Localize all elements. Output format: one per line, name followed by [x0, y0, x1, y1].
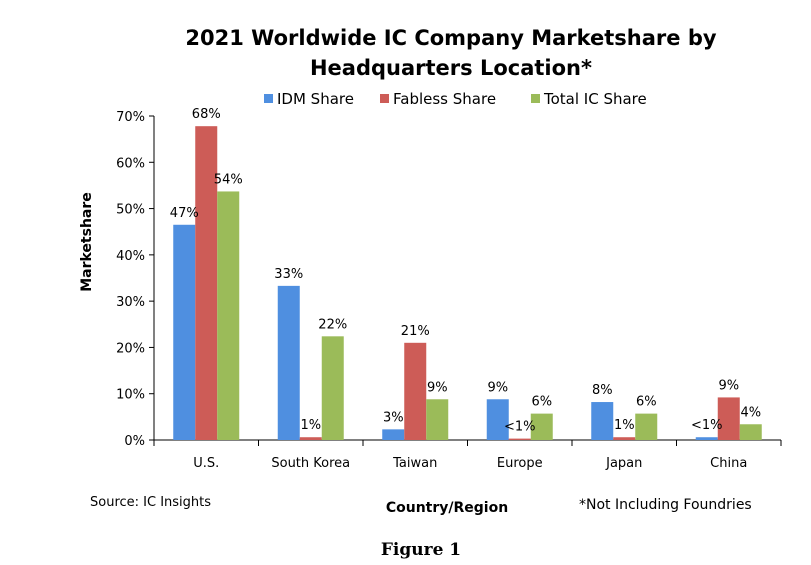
x-tick-label: U.S. — [193, 456, 219, 471]
x-tick-label: Taiwan — [392, 456, 437, 471]
y-axis: 0% 10% 20% 30% 40% 50% 60% 70% — [116, 110, 155, 449]
bar-fabless-share-south-korea — [299, 437, 322, 440]
x-tick-label: Europe — [497, 456, 543, 471]
footnote: *Not Including Foundries — [579, 497, 752, 513]
data-label: <1% — [691, 418, 723, 433]
data-label: 33% — [274, 267, 303, 282]
bar-total-ic-share-china — [739, 424, 762, 440]
legend-label: Total IC Share — [543, 90, 647, 108]
bar-total-ic-share-japan — [635, 413, 658, 440]
data-label: 22% — [318, 317, 347, 332]
legend-label: Fabless Share — [393, 90, 496, 108]
bars — [173, 126, 762, 440]
bar-idm-share-china — [695, 437, 718, 440]
legend: IDM Share Fabless Share Total IC Share — [264, 90, 647, 108]
bar-total-ic-share-south-korea — [321, 336, 344, 440]
data-label: 47% — [170, 206, 199, 221]
bar-idm-share-u-s- — [173, 224, 196, 440]
data-label: <1% — [504, 420, 536, 435]
chart-title-line-1: 2021 Worldwide IC Company Marketshare by — [185, 26, 716, 50]
data-label: 21% — [401, 324, 430, 339]
x-axis: U.S. South Korea Taiwan Europe Japan China — [153, 439, 782, 471]
data-label: 1% — [300, 418, 321, 433]
x-axis-title: Country/Region — [386, 500, 508, 516]
data-label: 1% — [614, 418, 635, 433]
y-tick-label: 70% — [116, 110, 145, 125]
legend-swatch — [531, 94, 540, 103]
figure-caption: Figure 1 — [381, 540, 461, 560]
data-label: 9% — [427, 380, 448, 395]
legend-swatch — [264, 94, 273, 103]
legend-swatch — [380, 94, 389, 103]
chart-title-line-2: Headquarters Location* — [310, 56, 592, 80]
data-label: 68% — [192, 107, 221, 122]
data-label: 3% — [383, 410, 404, 425]
y-tick-label: 60% — [116, 156, 145, 171]
y-tick-label: 40% — [116, 249, 145, 264]
bar-idm-share-europe — [486, 399, 509, 440]
bar-fabless-share-taiwan — [404, 342, 427, 440]
y-tick-label: 10% — [116, 388, 145, 403]
y-tick-label: 20% — [116, 341, 145, 356]
y-axis-title: Marketshare — [79, 192, 95, 292]
source-note: Source: IC Insights — [90, 495, 211, 510]
x-tick-label: Japan — [605, 456, 642, 471]
y-tick-label: 0% — [124, 434, 145, 449]
y-tick-label: 50% — [116, 203, 145, 218]
data-label: 8% — [592, 383, 613, 398]
bar-idm-share-japan — [591, 402, 614, 440]
data-label: 4% — [740, 405, 761, 420]
data-label: 6% — [531, 395, 552, 410]
bar-fabless-share-europe — [508, 438, 531, 440]
bar-total-ic-share-taiwan — [426, 399, 449, 440]
data-label: 54% — [214, 172, 243, 187]
data-labels: 47% 33% 3% 9% 8% <1% 68% 1% 21% <1% 1% 9% 54% 22% 9% 6%… — [170, 107, 761, 434]
x-tick-label: China — [710, 456, 747, 471]
bar-fabless-share-japan — [613, 437, 636, 440]
bar-fabless-share-u-s- — [195, 126, 218, 440]
x-tick-label: South Korea — [271, 456, 350, 471]
data-label: 9% — [487, 380, 508, 395]
data-label: 6% — [636, 395, 657, 410]
y-tick-label: 30% — [116, 295, 145, 310]
bar-fabless-share-china — [717, 397, 740, 440]
bar-total-ic-share-u-s- — [217, 191, 240, 440]
legend-label: IDM Share — [277, 90, 354, 108]
bar-total-ic-share-europe — [530, 413, 553, 440]
data-label: 9% — [718, 378, 739, 393]
bar-idm-share-south-korea — [277, 285, 300, 440]
bar-idm-share-taiwan — [382, 429, 405, 440]
